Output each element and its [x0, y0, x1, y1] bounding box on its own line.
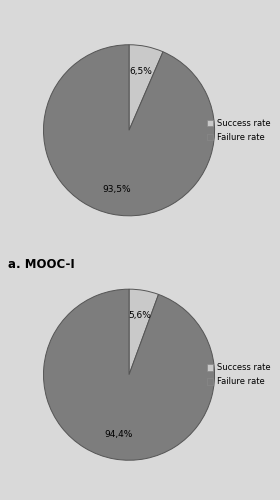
Wedge shape: [43, 45, 214, 216]
Wedge shape: [129, 289, 158, 374]
Legend: Success rate, Failure rate: Success rate, Failure rate: [204, 116, 273, 144]
Text: 94,4%: 94,4%: [104, 430, 133, 438]
Text: 5,6%: 5,6%: [128, 311, 151, 320]
Wedge shape: [129, 45, 163, 130]
Legend: Success rate, Failure rate: Success rate, Failure rate: [204, 360, 273, 388]
Text: 6,5%: 6,5%: [130, 66, 153, 76]
Text: 93,5%: 93,5%: [102, 185, 131, 194]
Text: a. MOOC-I: a. MOOC-I: [8, 258, 75, 271]
Wedge shape: [43, 289, 214, 460]
